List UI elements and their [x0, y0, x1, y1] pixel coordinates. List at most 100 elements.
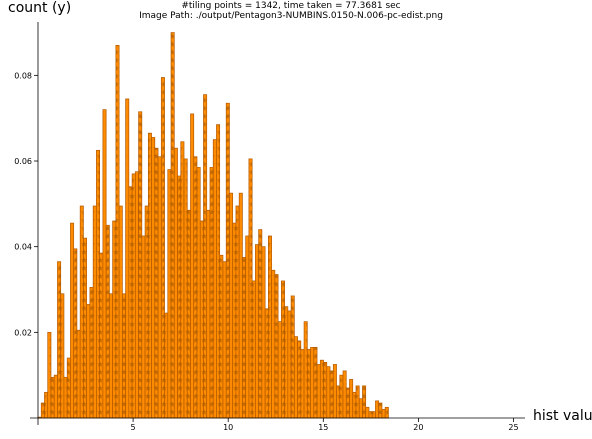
histogram-bar — [358, 398, 363, 419]
histogram-bar — [212, 139, 217, 419]
x-tick-label: 25 — [508, 423, 518, 432]
histogram-bar — [63, 376, 68, 419]
histogram-bar — [57, 261, 62, 419]
y-tick-label: 0.04 — [14, 243, 32, 252]
histogram-bar — [310, 346, 315, 419]
chart-title-line-2: Image Path: ./output/Pentagon3-NUMBINS.0… — [139, 11, 443, 21]
histogram-bar — [235, 205, 240, 419]
histogram-bar — [300, 349, 305, 419]
bars-group — [37, 32, 389, 419]
histogram-bar — [160, 77, 165, 419]
histogram-bar — [47, 331, 52, 419]
histogram-bar — [345, 387, 350, 419]
histogram-bar — [115, 45, 120, 419]
histogram-bar — [60, 293, 65, 419]
y-ticks-group: 0.02 0.04 0.06 0.08 — [14, 71, 38, 337]
histogram-bar — [193, 156, 198, 419]
histogram-bar — [66, 357, 71, 419]
histogram-bar — [206, 209, 211, 419]
histogram-bar — [70, 222, 75, 419]
histogram-bar — [365, 406, 370, 419]
histogram-bar — [255, 244, 259, 419]
x-axis-title: hist value — [533, 408, 592, 424]
histogram-bar — [313, 346, 318, 419]
histogram-bar — [89, 287, 94, 419]
histogram-bar — [50, 376, 55, 419]
histogram-bar — [109, 293, 113, 419]
histogram-bar — [238, 192, 243, 419]
histogram-bar — [290, 295, 295, 419]
histogram-bar — [362, 385, 367, 419]
histogram-bar — [44, 391, 49, 419]
histogram-bar — [216, 124, 221, 419]
histogram-bar — [336, 385, 341, 419]
histogram-bar — [167, 169, 172, 419]
histogram-bar — [151, 137, 156, 419]
histogram-bar — [355, 385, 360, 419]
histogram-bar — [134, 171, 139, 419]
histogram-bar — [183, 158, 188, 419]
histogram-bar — [352, 391, 357, 419]
histogram-bar — [329, 370, 334, 419]
x-tick-label: 10 — [223, 423, 233, 432]
histogram-bar — [125, 98, 130, 419]
y-tick-label: 0.02 — [14, 328, 32, 337]
histogram-bar — [219, 254, 224, 419]
histogram-bar — [147, 132, 152, 419]
histogram-bar — [277, 321, 282, 419]
histogram-bar — [229, 192, 234, 419]
x-tick-label: 15 — [318, 423, 328, 432]
histogram-bar — [105, 224, 110, 419]
histogram-bar — [73, 248, 78, 419]
histogram-bar — [378, 402, 383, 419]
histogram-bar — [245, 235, 250, 419]
histogram-bar — [112, 220, 117, 419]
histogram-bar — [141, 235, 146, 419]
histogram-bar — [384, 406, 389, 419]
histogram-bar — [339, 374, 344, 419]
histogram-bar — [284, 306, 289, 419]
y-tick-label: 0.08 — [14, 71, 32, 80]
histogram-bar — [157, 156, 162, 419]
histogram-bar — [173, 147, 178, 419]
histogram-bar — [96, 149, 101, 419]
histogram-bar — [128, 186, 133, 419]
chart-title-line-1: #tiling points = 1342, time taken = 77.3… — [181, 1, 400, 11]
x-tick-label: 5 — [131, 423, 136, 432]
histogram-bar — [368, 411, 373, 419]
histogram-bar — [86, 304, 91, 419]
x-ticks-group: 5 10 15 20 25 — [131, 418, 519, 432]
histogram-bar — [287, 310, 292, 419]
histogram-bar — [264, 308, 269, 419]
histogram-bar — [92, 205, 97, 419]
histogram-bar — [297, 340, 302, 419]
histogram-bar — [79, 205, 84, 419]
histogram-bar — [332, 364, 337, 419]
histogram-bar — [326, 366, 331, 419]
histogram-bar — [319, 359, 324, 419]
histogram-bar — [268, 235, 272, 419]
x-tick-label: 20 — [413, 423, 423, 432]
histogram-bar — [170, 32, 175, 419]
histogram-bar — [76, 329, 81, 419]
histogram-bar — [99, 252, 104, 419]
histogram-bar — [138, 111, 143, 419]
histogram-bar — [40, 402, 45, 419]
histogram-bar — [83, 237, 88, 419]
histogram-bar — [316, 364, 321, 419]
histogram-bar — [381, 409, 386, 419]
histogram-bar — [53, 374, 58, 419]
histogram-bar — [209, 167, 214, 419]
histogram-bar — [177, 175, 182, 419]
histogram-bar — [196, 167, 201, 419]
histogram-bar — [323, 361, 328, 419]
histogram-bar — [186, 209, 191, 419]
histogram-bar — [371, 411, 376, 419]
histogram-bar — [258, 229, 263, 419]
histogram-bar — [232, 222, 237, 419]
histogram-bar — [180, 141, 185, 419]
histogram-bar — [144, 205, 149, 419]
histogram-bar — [281, 280, 285, 419]
histogram-bar — [274, 274, 279, 419]
